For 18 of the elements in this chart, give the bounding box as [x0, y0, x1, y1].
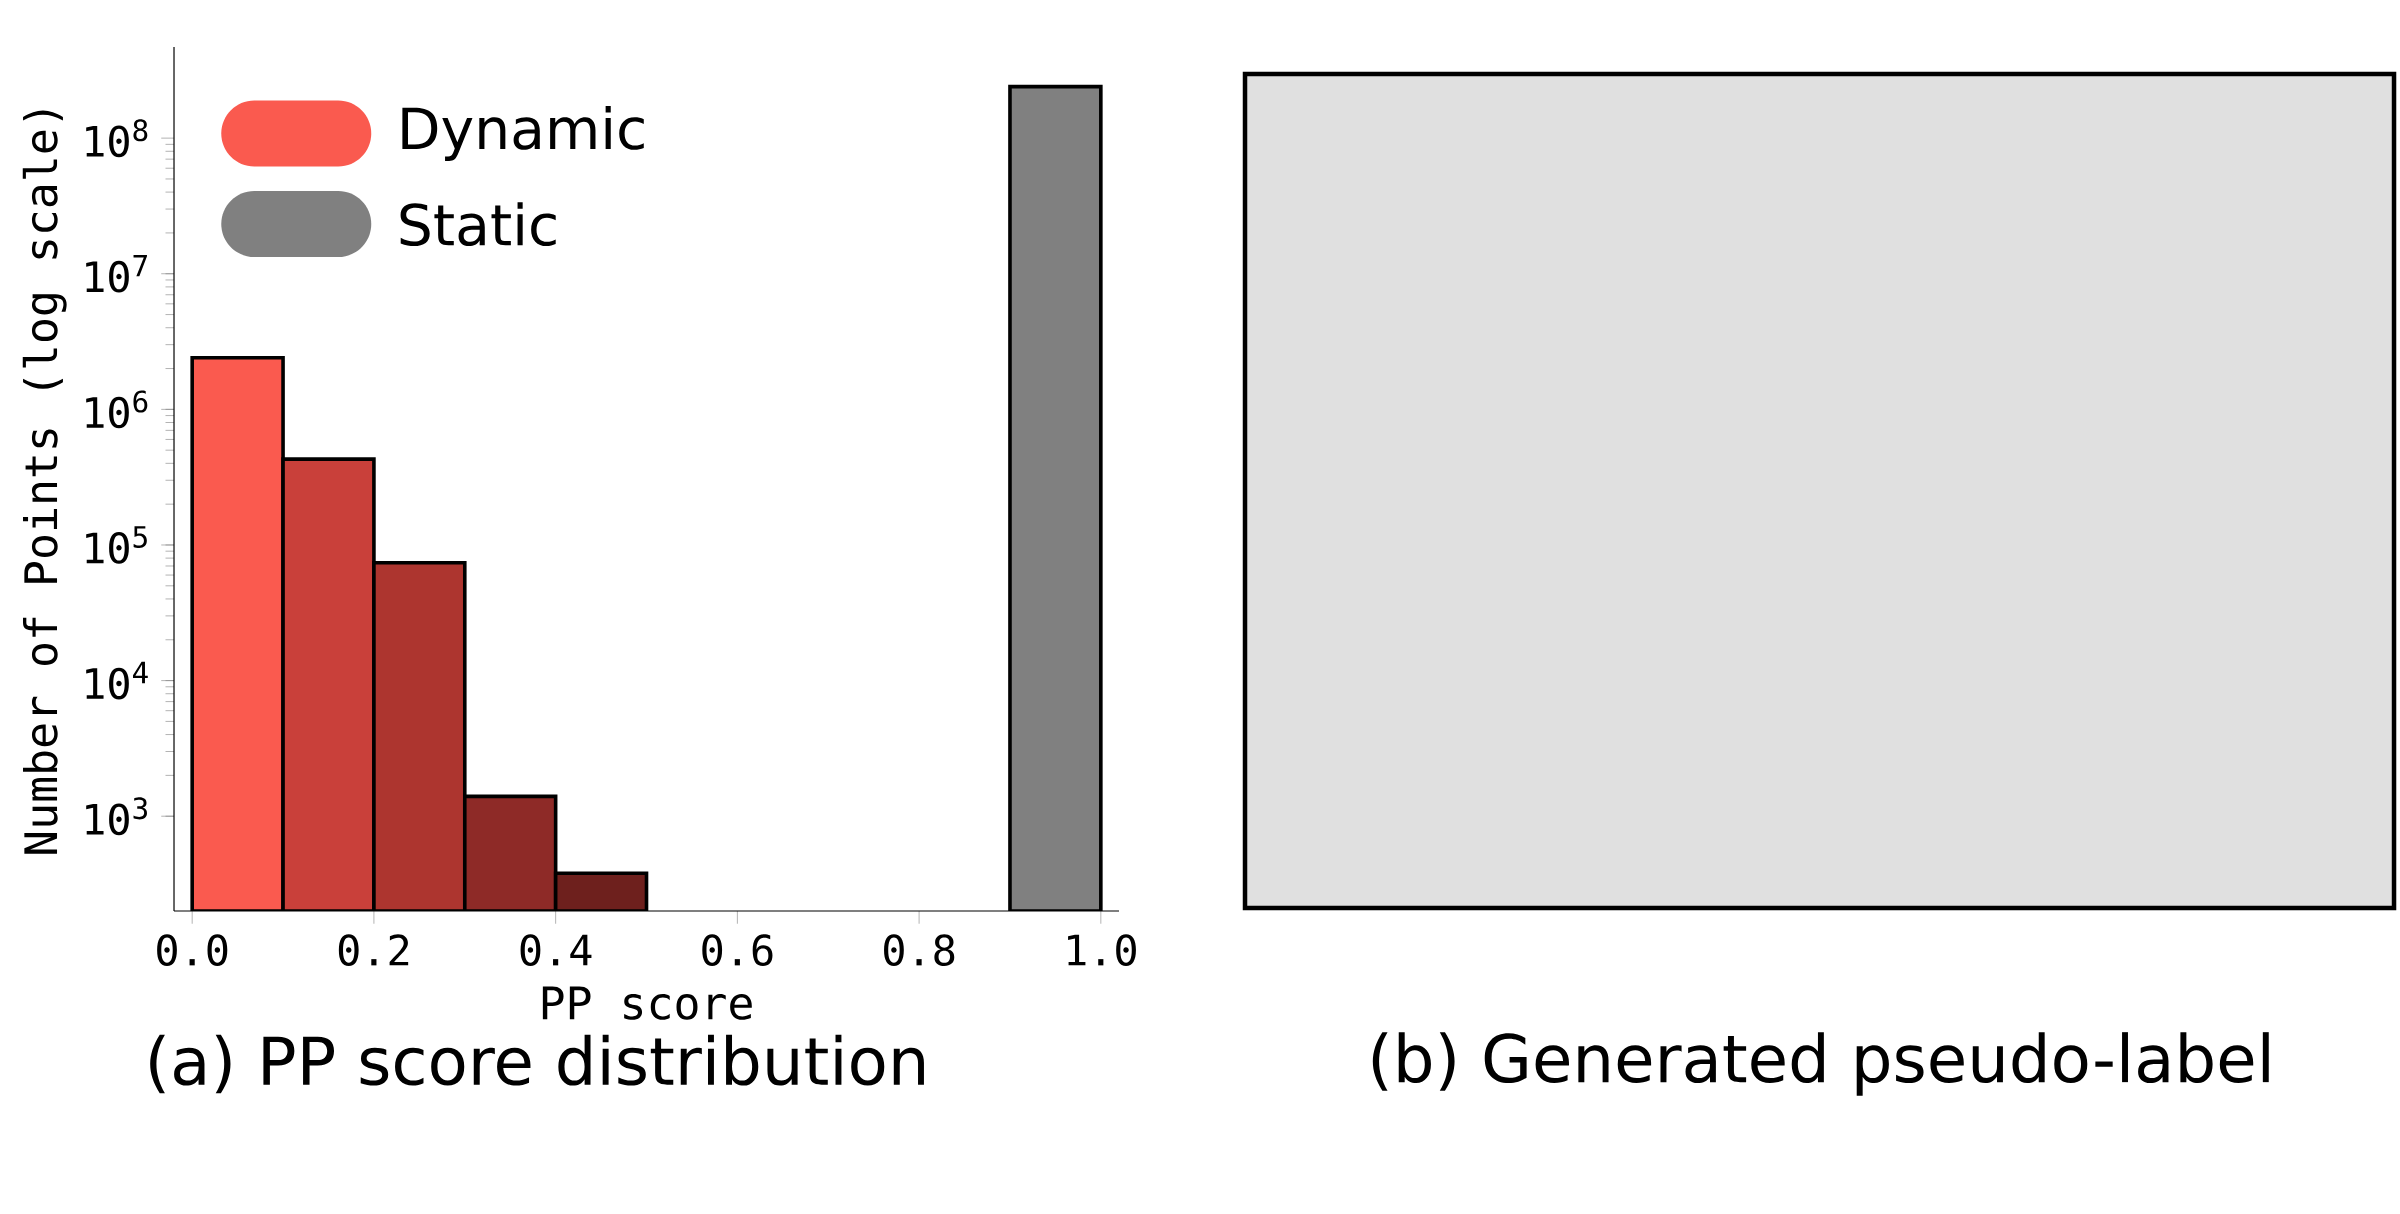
text: (a) PP score distribution	[150, 1034, 924, 1094]
x-tick-label: 0.4	[520, 934, 592, 966]
y-tick-label: 10$^{3}$	[86, 797, 147, 836]
x-tick-label: 0.2	[338, 934, 409, 966]
x-tick-label: 1.0	[1068, 934, 1136, 966]
x-tick-label: 0.0	[157, 934, 228, 966]
y-tick-label: 10$^{4}$	[86, 661, 148, 700]
y-tick-label: 10$^{6}$	[86, 390, 148, 429]
x-tick-label: 0.6	[702, 934, 773, 966]
y-tick-label: 10$^{5}$	[86, 526, 147, 564]
y-axis-title: Number of Points (log scale)	[22, 110, 67, 854]
y-tick-label: 10$^{8}$	[86, 119, 148, 158]
x-tick-label: 0.8	[884, 934, 955, 966]
x-axis-title: PP score	[542, 986, 752, 1020]
legend-label: Dynamic	[402, 105, 644, 161]
y-tick-label: 10$^{7}$	[86, 254, 147, 293]
legend-label: Static	[400, 202, 556, 247]
text: (b) Generated pseudo-label	[1372, 1032, 2269, 1096]
